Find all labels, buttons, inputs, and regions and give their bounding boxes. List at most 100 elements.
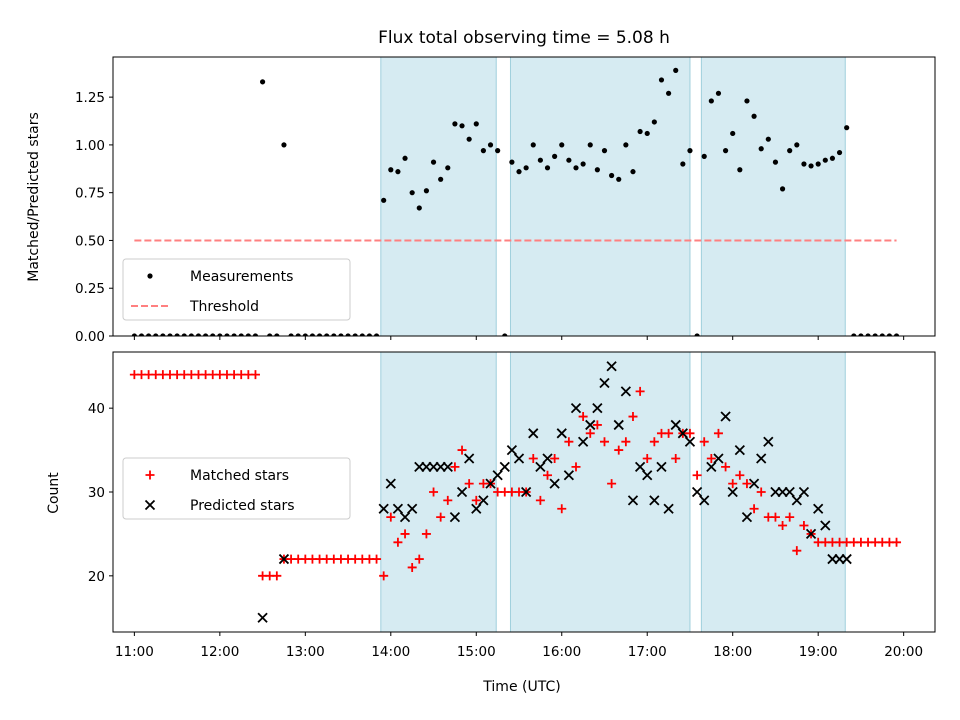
predicted-star-point [563, 470, 575, 481]
predicted-star-point [820, 520, 831, 531]
observing-window [700, 352, 846, 632]
y-tick-label: 0.25 [75, 281, 105, 297]
x-tick-label: 16:00 [542, 644, 581, 660]
matched-star-point [770, 512, 780, 522]
predicted-star-point [684, 436, 696, 447]
matched-star-point [749, 504, 759, 514]
matched-star-point [614, 445, 624, 455]
matched-star-point [642, 453, 652, 463]
y-tick-label: 0.00 [75, 329, 105, 345]
matched-star-point [407, 562, 417, 572]
matched-star-point [685, 428, 695, 438]
y-tick-label: 20 [88, 569, 105, 585]
count-panel: 20 30 40 11:00 12:00 13:00 14:00 15:00 16:00 17:0… [88, 351, 936, 660]
measurement-point [309, 333, 316, 336]
measurement-point [708, 98, 714, 104]
matched-star-point [778, 521, 788, 531]
matched-star-point [564, 437, 574, 447]
matched-star-point [706, 453, 716, 463]
measurement-point [502, 333, 508, 336]
predicted-star-point [720, 411, 731, 422]
measurement-point [359, 333, 365, 336]
matched-star-point [400, 529, 410, 539]
top-y-axis-label: Matched/Predicted stars [26, 112, 42, 282]
plot-area [131, 57, 900, 336]
measurement-point [630, 169, 636, 175]
matched-star-point [585, 428, 595, 438]
measurement-point [480, 148, 486, 154]
matched-star-point [421, 529, 431, 539]
measurement-point [459, 123, 465, 129]
measurement-point [509, 159, 515, 165]
matched-star-point [649, 437, 659, 447]
predicted-star-point [385, 478, 396, 489]
measurement-point [195, 333, 202, 336]
matched-star-point [578, 412, 588, 422]
measurement-point [302, 333, 308, 336]
matched-star-point [414, 554, 424, 564]
predicted-star-point [506, 444, 518, 456]
measurement-point [288, 333, 294, 336]
legend-label: Predicted stars [190, 498, 295, 514]
predicted-star-point [478, 495, 489, 506]
measurement-point [772, 159, 779, 165]
predicted-star-point [606, 361, 617, 372]
measurement-point [402, 155, 408, 161]
measurement-point [146, 333, 152, 336]
measurement-point [438, 176, 444, 182]
measurement-point [794, 142, 800, 148]
measurement-point [687, 148, 693, 154]
matched-star-point [792, 546, 802, 556]
matched-star-point [450, 462, 460, 472]
measurement-point [801, 161, 807, 167]
measurement-point [224, 333, 230, 336]
predicted-star-point [392, 503, 404, 514]
measurement-point [822, 157, 828, 163]
predicted-star-point [670, 419, 681, 431]
predicted-star-point [763, 436, 774, 447]
measurement-point [316, 333, 323, 336]
predicted-star-point [399, 512, 411, 523]
predicted-star-point [741, 512, 753, 523]
measurement-point [409, 190, 415, 196]
y-tick-label: 0.75 [75, 186, 105, 202]
measurement-point [338, 333, 344, 336]
measurement-point [651, 119, 657, 125]
measurement-point [252, 333, 259, 336]
predicted-star-point [492, 470, 503, 481]
predicted-star-point [471, 503, 482, 514]
x-tick-label: 15:00 [457, 644, 496, 660]
predicted-star-point [748, 478, 760, 489]
measurement-point [658, 77, 665, 83]
measurement-point [808, 163, 814, 169]
measurement-point [388, 167, 394, 173]
predicted-star-point [627, 495, 639, 506]
predicted-star-point [798, 486, 810, 498]
y-tick-label: 30 [88, 485, 105, 501]
measurement-point [665, 90, 672, 96]
measurement-point [872, 333, 878, 336]
x-axis-label: Time (UTC) [482, 679, 560, 695]
measurement-point [373, 333, 380, 336]
matched-star-point [721, 462, 731, 472]
matched-star-point [607, 479, 617, 489]
matched-star-point [471, 495, 481, 505]
x-tick-label: 18:00 [713, 644, 752, 660]
measurement-point [430, 159, 437, 165]
measurement-point [537, 157, 543, 163]
predicted-star-point [699, 495, 710, 506]
predicted-star-point [734, 444, 745, 456]
measurement-point [245, 333, 251, 336]
x-tick-label: 13:00 [286, 644, 325, 660]
measurement-point [188, 333, 194, 336]
measurement-point [274, 333, 280, 336]
matched-star-point [628, 412, 638, 422]
matched-star-point [699, 437, 709, 447]
predicted-star-point [257, 612, 268, 623]
predicted-star-point [677, 428, 688, 439]
y-tick-label: 0.50 [75, 233, 105, 249]
measurement-point [879, 333, 885, 336]
measurement-point [395, 169, 401, 175]
predicted-star-point [549, 478, 560, 489]
measurement-point [138, 333, 145, 336]
